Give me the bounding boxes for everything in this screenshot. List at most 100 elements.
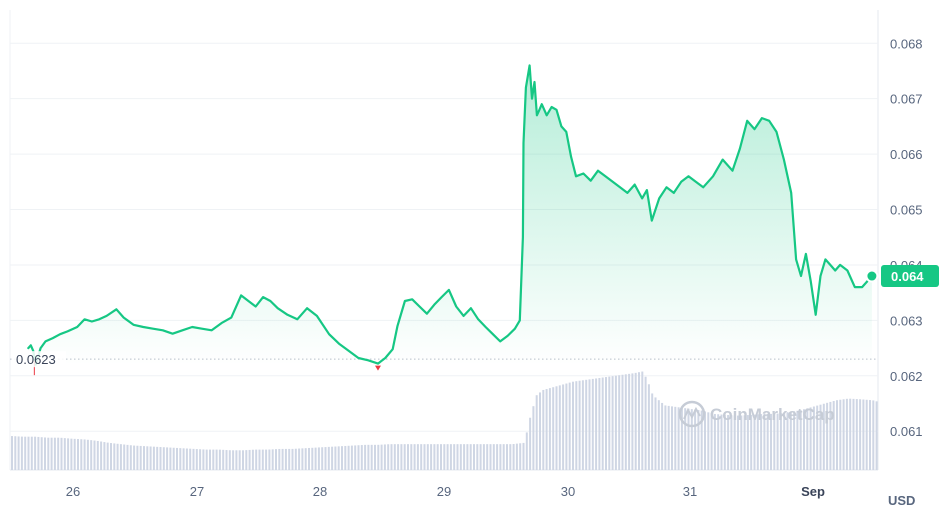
volume-bar [420,444,423,470]
volume-bar [859,399,862,470]
volume-bar [687,408,690,470]
volume-bar [106,442,109,470]
volume-bar [651,393,654,470]
volume-bar [80,439,83,470]
x-tick-label: 27 [190,484,204,499]
volume-bar [166,447,169,470]
volume-bar [271,449,274,470]
x-tick-label: Sep [801,484,825,499]
volume-bar [743,415,746,470]
current-price-badge-bg [881,265,939,288]
volume-bar [812,406,815,470]
volume-bar [598,377,601,470]
volume-bar [354,445,357,470]
volume-bar [261,449,264,470]
volume-bar [588,379,591,470]
volume-bar [133,445,136,470]
volume-bar [535,395,538,470]
volume-bar [671,406,673,470]
volume-bar [370,444,373,470]
volume-bar [618,375,621,470]
volume-bar [63,438,66,470]
volume-bar [476,444,479,470]
currency-unit: USD [888,493,915,508]
volume-bar [548,388,551,470]
volume-bar [654,397,657,470]
volume-bar [350,445,353,470]
volume-bar [268,449,271,470]
volume-bar [783,412,786,470]
low-marker [374,365,381,371]
x-tick-label: 30 [561,484,575,499]
volume-bar [803,409,805,470]
volume-bar [40,437,43,470]
reference-label-bg [14,351,66,368]
volume-bar [746,415,749,470]
volume-bar [565,383,568,470]
x-axis-ticks: 26 27 28 29 30 31 Sep [66,484,825,499]
volume-bar [383,444,386,470]
volume-bar [172,447,175,470]
volume-bar [525,432,528,470]
volume-bar [647,384,650,470]
volume-bar [179,448,182,470]
y-tick-label: 0.063 [890,313,923,328]
volume-bar [255,449,258,470]
volume-bar [509,444,512,470]
volume-bar [667,405,670,470]
volume-bar [344,445,347,470]
volume-bar [822,403,825,470]
volume-bar [710,413,713,470]
volume-bar [733,415,736,470]
volume-bar [185,448,188,470]
volume-bar [836,400,838,470]
price-line [27,64,873,366]
volume-bar [730,415,733,470]
x-tick-label: 29 [437,484,451,499]
volume-bar [24,436,27,470]
volume-bar [347,445,350,470]
volume-bar [717,414,720,470]
volume-bar [489,444,492,470]
volume-bar [232,450,235,470]
volume-bar [779,413,782,470]
volume-bar [123,444,126,470]
volume-bar [30,436,33,470]
volume-bar [195,449,198,470]
volume-bar [110,443,112,470]
volume-bar [707,412,710,470]
volume-bar [519,443,522,470]
volume-bar [119,444,122,470]
y-tick-label: 0.065 [890,203,923,218]
volume-bar [842,399,845,470]
y-tick-label: 0.067 [890,92,923,107]
volume-bar [34,436,37,470]
volume-bar [763,413,766,470]
volume-bar [57,437,60,470]
volume-bar [872,400,875,470]
volume-bar [552,387,555,470]
volume-bar [819,404,822,470]
volume-bar [311,447,314,470]
volume-bar [839,399,842,470]
volume-bar [440,444,442,470]
volume-bar [697,410,700,470]
volume-bar [674,406,677,470]
volume-bar [700,410,703,470]
volume-bar [720,414,723,470]
volume-bar [806,408,809,470]
volume-bar [492,444,495,470]
volume-bar [832,400,835,470]
volume-bar [37,436,40,470]
volume-bar [209,449,211,470]
volume-bar [245,450,248,470]
watermark-text: CoinMarketCap [710,405,835,424]
volume-bar [502,444,505,470]
current-price-dot [865,269,879,283]
volume-bar [430,444,433,470]
volume-bar [608,376,611,470]
price-area [28,65,872,366]
volume-bar [11,436,13,470]
volume-bar [845,398,848,470]
volume-bar [212,449,215,470]
